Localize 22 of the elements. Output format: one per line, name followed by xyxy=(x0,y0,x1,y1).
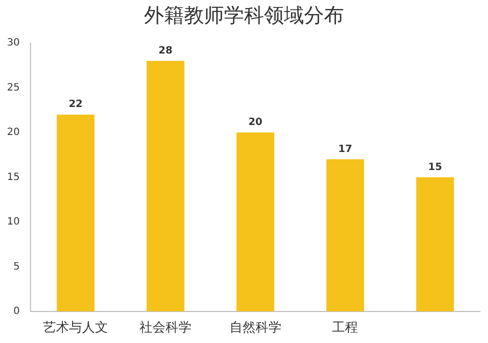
x-tick-label: 社会科学 xyxy=(140,320,192,336)
y-tick-label: 25 xyxy=(6,82,20,94)
x-tick-label: 艺术与人文 xyxy=(43,320,108,336)
x-tick-label: 自然科学 xyxy=(229,320,282,336)
bar xyxy=(416,177,454,312)
bar xyxy=(146,60,184,312)
x-tick-label: 工程 xyxy=(332,320,358,336)
y-tick-label: 30 xyxy=(6,38,20,49)
bar xyxy=(56,114,95,312)
data-label: 17 xyxy=(338,144,352,155)
data-label: 20 xyxy=(248,117,262,128)
y-tick-label: 20 xyxy=(6,127,20,138)
y-tick-label: 10 xyxy=(6,216,20,228)
data-label: 15 xyxy=(428,162,442,173)
y-tick-label: 0 xyxy=(13,306,20,317)
data-label: 22 xyxy=(68,99,83,110)
y-tick-label: 15 xyxy=(6,172,20,183)
chart-title: 外籍教师学科领域分布 xyxy=(143,2,345,29)
y-tick-label: 5 xyxy=(13,261,20,272)
data-label: 28 xyxy=(158,45,173,56)
bar xyxy=(236,132,274,312)
bar xyxy=(326,159,364,312)
